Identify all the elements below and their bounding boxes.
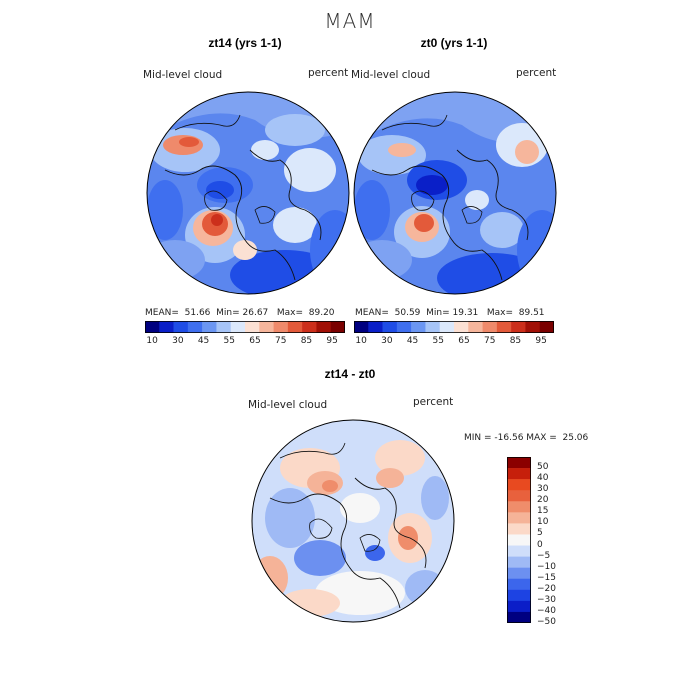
panel-1-colorbar-ticks: 10 30 45 55 65 75 85 95: [145, 336, 345, 348]
colorbar-swatch: [507, 534, 531, 546]
colorbar-swatch: [507, 578, 531, 591]
colorbar-tick-label: 30: [537, 484, 549, 495]
colorbar-swatch: [159, 321, 174, 333]
colorbar-swatch: [411, 321, 426, 333]
panel-1-title: zt14 (yrs 1-1): [208, 36, 282, 50]
colorbar-swatch: [507, 490, 531, 502]
colorbar-swatch: [507, 468, 531, 480]
colorbar-tick-label: 30: [381, 336, 393, 346]
colorbar-swatch: [259, 321, 274, 333]
colorbar-swatch: [439, 321, 455, 333]
colorbar-tick-label: 20: [537, 495, 549, 506]
colorbar-tick-label: 30: [172, 336, 184, 346]
diff-colorbar-ticks: 50 40 30 20 15 10 5 0 −5 −10 −15 −20 −30 −40 −50: [537, 457, 577, 627]
panel-2-units: percent: [516, 67, 557, 79]
colorbar-swatch: [507, 545, 531, 557]
colorbar-swatch: [496, 321, 512, 333]
colorbar-swatch: [507, 457, 531, 469]
colorbar-swatch: [230, 321, 246, 333]
panel-2-colorbar: [354, 321, 554, 333]
colorbar-tick-label: 0: [537, 539, 543, 550]
colorbar-swatch: [482, 321, 498, 333]
panel-1-variable: Mid-level cloud: [143, 69, 223, 81]
colorbar-tick-label: 95: [326, 336, 338, 346]
panel-2-colorbar-ticks: 10 30 45 55 65 75 85 95: [354, 336, 554, 348]
colorbar-tick-label: 65: [458, 336, 470, 346]
colorbar-swatch: [396, 321, 412, 333]
colorbar-tick-label: −30: [537, 594, 556, 605]
panel-2-map: [353, 91, 557, 295]
colorbar-tick-label: 10: [146, 336, 158, 346]
colorbar-swatch: [202, 321, 217, 333]
panel-1-map: [146, 91, 350, 295]
colorbar-tick-label: 55: [432, 336, 444, 346]
diff-panel-units: percent: [413, 396, 454, 408]
colorbar-swatch: [216, 321, 232, 333]
panel-1-stats: MEAN= 51.66 Min= 26.67 Max= 89.20: [145, 308, 335, 318]
colorbar-swatch: [507, 501, 531, 513]
colorbar-swatch: [173, 321, 189, 333]
panel-1-colorbar: [145, 321, 345, 333]
colorbar-tick-label: 55: [223, 336, 235, 346]
colorbar-tick-label: 85: [509, 336, 522, 346]
colorbar-swatch: [468, 321, 483, 333]
panel-2-title: zt0 (yrs 1-1): [420, 36, 488, 50]
colorbar-tick-label: 95: [535, 336, 547, 346]
colorbar-swatch: [507, 589, 531, 602]
colorbar-tick-label: 75: [483, 336, 496, 346]
colorbar-swatch: [145, 321, 160, 333]
panel-1-units: percent: [308, 67, 349, 79]
colorbar-tick-label: 10: [537, 517, 549, 528]
colorbar-swatch: [287, 321, 303, 333]
colorbar-tick-label: 15: [537, 506, 549, 517]
colorbar-tick-label: 65: [249, 336, 261, 346]
colorbar-tick-label: −50: [537, 617, 556, 627]
colorbar-tick-label: −15: [537, 572, 556, 583]
colorbar-swatch: [507, 556, 531, 568]
colorbar-swatch: [382, 321, 398, 333]
colorbar-swatch: [511, 321, 526, 333]
diff-panel-title: zt14 - zt0: [324, 367, 376, 381]
colorbar-swatch: [507, 600, 531, 613]
colorbar-swatch: [539, 321, 554, 333]
colorbar-swatch: [187, 321, 203, 333]
colorbar-swatch: [507, 523, 531, 535]
colorbar-tick-label: 40: [537, 473, 549, 484]
colorbar-swatch: [368, 321, 383, 333]
colorbar-swatch: [302, 321, 317, 333]
colorbar-tick-label: 45: [197, 336, 210, 346]
colorbar-swatch: [507, 611, 531, 623]
colorbar-tick-label: −20: [537, 583, 556, 594]
colorbar-swatch: [425, 321, 441, 333]
colorbar-tick-label: 5: [537, 528, 543, 539]
panel-2-stats: MEAN= 50.59 Min= 19.31 Max= 89.51: [355, 308, 545, 318]
figure-title: MAM: [324, 9, 376, 33]
colorbar-swatch: [507, 512, 531, 524]
colorbar-tick-label: −10: [537, 561, 556, 572]
diff-panel-minmax: MIN = -16.56 MAX = 25.06: [464, 433, 589, 443]
colorbar-tick-label: −40: [537, 605, 556, 616]
colorbar-swatch: [507, 479, 531, 491]
colorbar-tick-label: 10: [355, 336, 367, 346]
diff-panel-variable: Mid-level cloud: [248, 399, 328, 411]
colorbar-tick-label: 45: [406, 336, 419, 346]
diff-panel-map: [251, 419, 455, 623]
colorbar-tick-label: 85: [300, 336, 313, 346]
panel-2-variable: Mid-level cloud: [351, 69, 431, 81]
colorbar-swatch: [316, 321, 332, 333]
colorbar-tick-label: −5: [537, 550, 551, 561]
colorbar-swatch: [354, 321, 369, 333]
colorbar-swatch: [273, 321, 289, 333]
colorbar-swatch: [507, 567, 531, 580]
colorbar-swatch: [525, 321, 541, 333]
colorbar-swatch: [245, 321, 260, 333]
colorbar-swatch: [330, 321, 345, 333]
colorbar-swatch: [454, 321, 469, 333]
colorbar-tick-label: 75: [274, 336, 287, 346]
diff-colorbar: [507, 457, 531, 623]
colorbar-tick-label: 50: [537, 462, 549, 473]
